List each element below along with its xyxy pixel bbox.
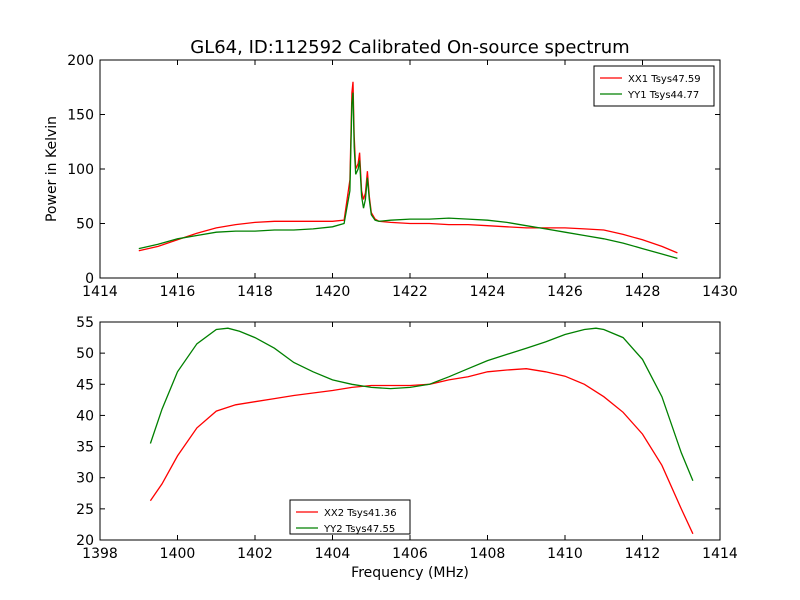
bottom-x-tick-label: 1410 — [547, 546, 583, 562]
bottom-x-tick-label: 1398 — [82, 546, 118, 562]
top-series-line-1 — [138, 81, 678, 254]
bottom-y-tick-label: 35 — [76, 440, 94, 456]
bottom-x-tick-label: 1402 — [237, 546, 273, 562]
top-y-tick-label: 150 — [67, 108, 94, 124]
bottom-plot-panel: Frequency (MHz) 1398 1400 1402 1404 1406 1408… — [76, 315, 738, 581]
bottom-x-tick-label: 1400 — [160, 546, 196, 562]
top-y-axis-label: Power in Kelvin — [44, 116, 60, 222]
bottom-x-tick-label: 1406 — [392, 546, 428, 562]
top-x-tick-label: 1422 — [392, 284, 428, 300]
top-y-tick-label: 200 — [67, 53, 94, 69]
top-x-tick-label: 1414 — [82, 284, 118, 300]
bottom-x-tick-label: 1404 — [315, 546, 351, 562]
top-legend-box — [593, 65, 715, 107]
top-x-tick-label: 1416 — [160, 284, 196, 300]
bottom-x-tick-label: 1408 — [470, 546, 506, 562]
bottom-x-tick-label: 1412 — [625, 546, 661, 562]
bottom-legend: XX2 Tsys41.36 YY2 Tsys47.55 — [289, 499, 411, 535]
bottom-x-axis-label: Frequency (MHz) — [351, 565, 469, 581]
top-x-tick-label: 1430 — [702, 284, 738, 300]
bottom-y-tick-label: 30 — [76, 471, 94, 487]
top-y-tick-label: 50 — [76, 217, 94, 233]
bottom-y-tick-label: 25 — [76, 502, 94, 518]
top-x-tick-label: 1418 — [237, 284, 273, 300]
top-x-tick-label: 1420 — [315, 284, 351, 300]
top-series-line-2 — [138, 92, 678, 260]
bottom-legend-label-1: XX2 Tsys41.36 — [324, 508, 397, 519]
bottom-legend-label-2: YY2 Tsys47.55 — [323, 524, 395, 535]
top-x-tick-label: 1426 — [547, 284, 583, 300]
top-legend-label-2: YY1 Tsys44.77 — [627, 90, 699, 101]
top-x-tick-label: 1424 — [470, 284, 506, 300]
top-legend-label-1: XX1 Tsys47.59 — [628, 74, 701, 85]
top-legend: XX1 Tsys47.59 YY1 Tsys44.77 — [593, 65, 715, 107]
bottom-series-line-1 — [149, 368, 694, 535]
bottom-y-tick-label: 50 — [76, 346, 94, 362]
bottom-x-tick-label: 1414 — [702, 546, 738, 562]
top-x-tick-label: 1428 — [625, 284, 661, 300]
bottom-y-tick-label: 40 — [76, 408, 94, 424]
bottom-y-tick-label: 45 — [76, 377, 94, 393]
bottom-y-tick-label: 55 — [76, 315, 94, 331]
top-y-tick-label: 100 — [67, 162, 94, 178]
bottom-y-tick-label: 20 — [76, 533, 94, 549]
top-plot-panel: Power in Kelvin 1414 1416 1418 1420 1422 1424… — [44, 53, 738, 300]
figure-title: GL64, ID:112592 Calibrated On-source spe… — [190, 37, 629, 58]
bottom-series-line-2 — [149, 327, 694, 482]
top-y-tick-label: 0 — [85, 271, 94, 287]
